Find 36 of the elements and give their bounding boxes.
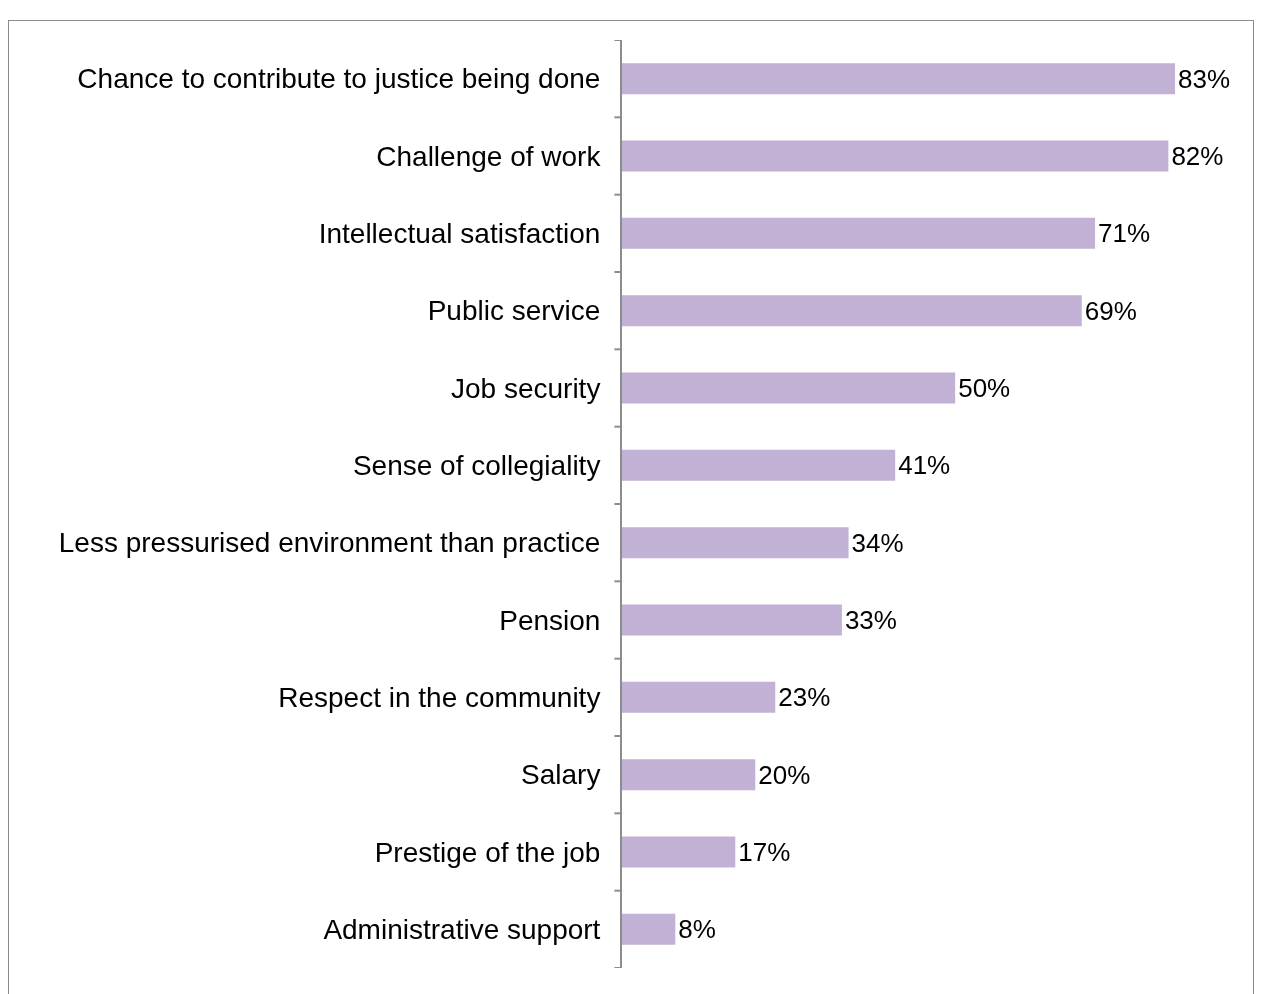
- data-label: 82%: [1171, 141, 1224, 171]
- bar: [622, 836, 736, 868]
- bar: [622, 63, 1176, 95]
- y-tick-label: Respect in the community: [278, 682, 601, 714]
- bar: [622, 449, 896, 481]
- data-label: 8%: [678, 914, 716, 945]
- y-tick-label: Challenge of work: [376, 140, 602, 172]
- y-tick-label: Public service: [427, 295, 601, 327]
- bar: [622, 217, 1096, 249]
- y-tick-label: Less pressurised environment than practice: [58, 527, 601, 559]
- bar: [622, 759, 756, 791]
- bar: [622, 681, 776, 713]
- data-label: 34%: [851, 527, 904, 558]
- data-label: 83%: [1178, 63, 1231, 94]
- y-tick-label: Sense of collegiality: [352, 450, 601, 482]
- data-label: 20%: [758, 759, 811, 790]
- bar: [622, 295, 1082, 327]
- y-tick-label: Administrative support: [323, 914, 601, 946]
- y-tick-label: Prestige of the job: [374, 836, 601, 868]
- y-tick-label: Chance to contribute to justice being done: [77, 63, 601, 95]
- y-tick-label: Intellectual satisfaction: [318, 218, 601, 250]
- data-label: 17%: [738, 837, 791, 867]
- y-tick-label: Pension: [499, 604, 601, 636]
- data-label: 33%: [844, 605, 897, 635]
- bar: [622, 604, 842, 636]
- bar: [622, 140, 1169, 172]
- y-tick-label: Salary: [521, 759, 601, 791]
- bar: [622, 372, 956, 404]
- data-label: 50%: [958, 373, 1011, 403]
- data-label: 23%: [778, 682, 831, 713]
- data-label: 71%: [1098, 218, 1151, 249]
- data-label: 69%: [1084, 295, 1137, 326]
- bar: [622, 913, 676, 945]
- bar: [622, 527, 849, 559]
- data-label: 41%: [898, 450, 951, 481]
- y-tick-label: Job security: [450, 372, 601, 404]
